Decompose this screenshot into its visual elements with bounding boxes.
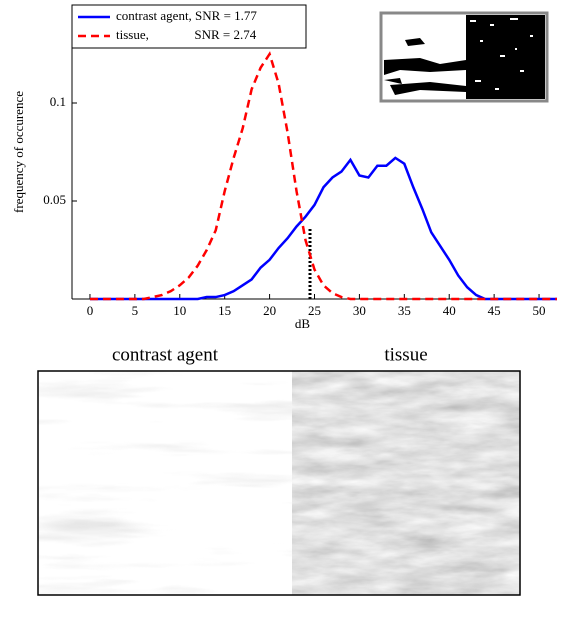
- y-tick-label: 0.1: [50, 94, 66, 109]
- legend-box: [71, 4, 307, 49]
- x-tick-label: 35: [398, 303, 411, 318]
- x-tick-label: 20: [263, 303, 276, 318]
- x-axis-label: dB: [295, 316, 311, 331]
- x-tick-label: 10: [173, 303, 186, 318]
- x-tick-label: 45: [488, 303, 501, 318]
- legend-label: tissue, SNR = 2.74: [116, 27, 257, 42]
- x-tick-label: 0: [87, 303, 94, 318]
- x-tick-label: 25: [308, 303, 321, 318]
- x-tick-label: 15: [218, 303, 231, 318]
- series-line: [89, 156, 557, 301]
- contrast-image: [38, 371, 292, 595]
- image-label: contrast agent: [112, 344, 219, 365]
- legend-label: contrast agent, SNR = 1.77: [116, 8, 257, 23]
- plot: 0 5 10 15 20 25 30 35 40 45 50 0.05 0.1 dB frequency o…: [11, 4, 557, 331]
- y-tick-label: 0.05: [43, 192, 66, 207]
- image-label: tissue: [384, 344, 427, 365]
- x-tick-label: 40: [443, 303, 456, 318]
- tissue-image: [292, 371, 520, 595]
- inset-image: [379, 11, 549, 103]
- x-tick-label: 30: [353, 303, 366, 318]
- x-tick-label: 50: [533, 303, 546, 318]
- x-tick-label: 5: [132, 303, 139, 318]
- y-axis-label: frequency of occurence: [11, 91, 26, 213]
- image-frame: [37, 370, 521, 596]
- series-line: [89, 51, 557, 301]
